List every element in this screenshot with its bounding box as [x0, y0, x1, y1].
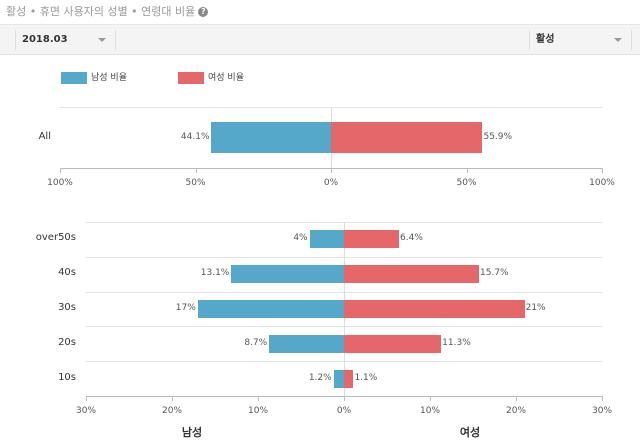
divider — [529, 30, 530, 50]
female-swatch — [178, 71, 204, 84]
female-bar[interactable] — [344, 265, 480, 284]
male-bar[interactable] — [231, 265, 344, 284]
tick-label: 50% — [456, 178, 477, 188]
male-value-label: 8.7% — [244, 337, 268, 348]
male-value-label: 1.2% — [308, 372, 332, 383]
chevron-down-icon — [614, 38, 622, 42]
female-value-label: 55.9% — [483, 131, 513, 142]
female-value-label: 11.3% — [442, 337, 471, 348]
category-label: All — [38, 130, 51, 142]
male-value-label: 44.1% — [180, 131, 210, 142]
legend-label: 남성 비율 — [91, 73, 127, 83]
tick-mark — [86, 396, 87, 401]
tick-label: 0% — [336, 406, 352, 416]
tick-label: 10% — [419, 406, 441, 416]
tick-mark — [466, 168, 468, 173]
x-axis-title-female: 여성 — [459, 426, 481, 439]
female-bar[interactable] — [331, 122, 483, 153]
period-dropdown[interactable]: 2018.03 — [22, 30, 112, 50]
tick-mark — [344, 396, 345, 401]
female-bar[interactable] — [344, 300, 525, 318]
tick-mark — [172, 396, 173, 401]
tick-label: 0% — [323, 178, 339, 188]
female-value-label: 21% — [525, 303, 546, 313]
tick-mark — [331, 168, 332, 173]
female-bar[interactable] — [344, 369, 354, 388]
tick-label: 100% — [47, 178, 73, 188]
male-bar[interactable] — [211, 122, 331, 153]
male-swatch — [61, 71, 87, 84]
status-value: 활성 — [536, 34, 555, 45]
female-bar[interactable] — [344, 230, 400, 249]
female-value-label: 15.7% — [480, 268, 509, 279]
tick-label: 10% — [247, 406, 269, 416]
tick-label: 50% — [185, 178, 206, 188]
tick-mark — [516, 396, 517, 401]
male-value-label: 13.1% — [200, 268, 230, 279]
legend-item-male[interactable]: 남성 비율 — [61, 70, 127, 84]
male-bar[interactable] — [309, 230, 344, 249]
tick-label: 30% — [591, 406, 613, 416]
female-bar[interactable] — [344, 334, 442, 353]
status-dropdown[interactable]: 활성 — [536, 30, 628, 50]
male-bar[interactable] — [197, 300, 344, 318]
divider — [631, 30, 632, 50]
tick-label: 20% — [161, 406, 183, 416]
period-value: 2018.03 — [22, 34, 68, 45]
legend-label: 여성 비율 — [208, 73, 244, 83]
chevron-down-icon — [98, 38, 106, 42]
category-label: 30s — [58, 302, 76, 313]
x-axis-title-male: 남성 — [181, 426, 203, 439]
male-value-label: 17% — [175, 303, 196, 313]
male-bar[interactable] — [333, 369, 344, 388]
filter-bar: 2018.03 활성 — [0, 24, 640, 55]
tick-mark — [602, 396, 603, 401]
category-label: 10s — [58, 371, 76, 383]
tick-label: 30% — [75, 406, 97, 416]
tick-mark — [195, 168, 197, 173]
help-icon[interactable]: ? — [198, 7, 209, 17]
tick-label: 100% — [589, 178, 615, 188]
female-value-label: 6.4% — [400, 233, 423, 244]
tick-label: 20% — [505, 406, 527, 416]
tick-mark — [430, 396, 431, 401]
tick-mark — [258, 396, 259, 401]
male-value-label: 4% — [293, 233, 308, 244]
category-label: over50s — [35, 232, 76, 244]
female-value-label: 1.1% — [354, 372, 378, 383]
category-label: 40s — [58, 267, 76, 279]
legend-item-female[interactable]: 여성 비율 — [178, 70, 244, 84]
tick-mark — [60, 168, 61, 173]
male-bar[interactable] — [269, 334, 344, 353]
divider — [15, 30, 16, 50]
divider — [115, 30, 116, 50]
page-title: 활성 • 휴면 사용자의 성별 • 연령대 비율? — [6, 3, 209, 19]
category-label: 20s — [58, 336, 76, 348]
tick-mark — [602, 168, 603, 173]
title-text: 활성 • 휴면 사용자의 성별 • 연령대 비율 — [6, 5, 196, 18]
